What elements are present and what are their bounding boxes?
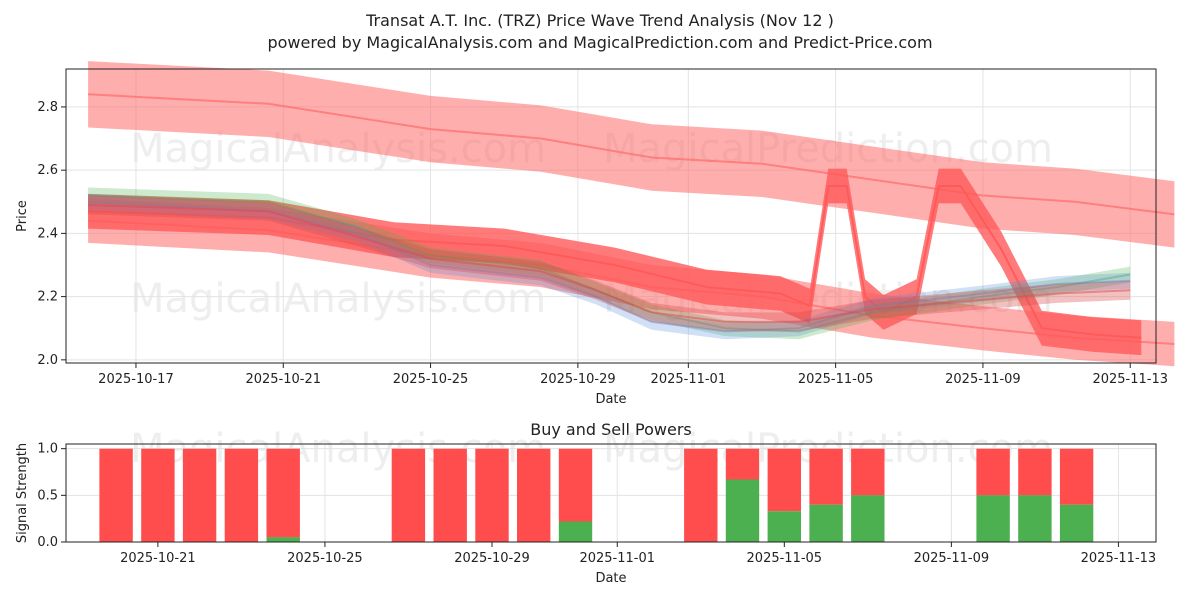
price-y-tick-label: 2.8 — [37, 100, 58, 115]
sell-power-bar — [182, 448, 217, 542]
sell-power-bar — [517, 448, 551, 542]
price-y-axis-label: Price — [15, 200, 30, 232]
sell-power-bar — [684, 448, 718, 542]
power-y-tick-label: 0.5 — [37, 488, 58, 503]
sell-power-bar — [725, 448, 760, 480]
sell-power-bar — [99, 448, 133, 542]
sell-power-bar — [558, 448, 593, 522]
sell-power-bar — [224, 448, 259, 542]
price-x-tick-label: 2025-10-29 — [540, 372, 616, 387]
sell-power-bar — [1018, 448, 1052, 496]
power-panel: Buy and Sell Powers MagicalAnalysis.com … — [15, 420, 1157, 586]
price-x-tick-label: 2025-11-01 — [651, 372, 727, 387]
price-y-tick-label: 2.0 — [37, 353, 58, 368]
sell-power-bar — [475, 448, 509, 542]
price-y-tick-label: 2.6 — [37, 163, 58, 178]
price-plot-frame — [65, 68, 1157, 364]
power-x-tick-label: 2025-11-09 — [914, 551, 990, 566]
sell-power-bar — [433, 448, 467, 542]
sell-power-bar — [141, 448, 175, 542]
buy-power-bar — [1059, 504, 1094, 542]
power-y-tick-label: 1.0 — [37, 442, 58, 457]
price-x-tick-label: 2025-10-17 — [98, 372, 174, 387]
price-series-band-3 — [88, 187, 1131, 340]
price-y-tick-label: 2.2 — [37, 290, 58, 305]
sell-power-bar — [767, 448, 801, 512]
chart-subtitle: powered by MagicalAnalysis.com and Magic… — [267, 33, 932, 52]
buy-power-bar — [851, 495, 885, 542]
price-x-tick-label: 2025-11-13 — [1092, 372, 1168, 387]
price-x-axis-label: Date — [595, 392, 626, 407]
price-series-band-5 — [88, 195, 1131, 332]
sell-power-bar — [391, 448, 426, 542]
power-y-axis-label: Signal Strength — [15, 443, 30, 543]
power-x-tick-label: 2025-11-05 — [747, 551, 823, 566]
power-x-axis-label: Date — [595, 571, 626, 586]
price-x-tick-label: 2025-11-05 — [798, 372, 874, 387]
watermark-analysis: MagicalAnalysis.com — [130, 276, 546, 322]
buy-power-bar — [809, 504, 843, 542]
power-x-tick-label: 2025-11-13 — [1081, 551, 1157, 566]
price-panel: MagicalAnalysis.com MagicalPrediction.co… — [15, 61, 1175, 407]
power-y-tick-label: 0.0 — [37, 535, 58, 550]
power-x-tick-label: 2025-10-25 — [287, 551, 363, 566]
chart-title: Transat A.T. Inc. (TRZ) Price Wave Trend… — [365, 11, 834, 30]
power-plot-frame — [65, 443, 1157, 543]
buy-power-bar — [266, 537, 300, 542]
price-y-tick-label: 2.4 — [37, 226, 58, 241]
buy-power-bar — [976, 495, 1010, 542]
buy-power-bar — [767, 511, 801, 542]
power-x-tick-label: 2025-10-29 — [454, 551, 530, 566]
buy-power-bar — [1018, 495, 1052, 542]
price-series-line-4 — [88, 200, 1131, 333]
buy-power-bar — [558, 521, 593, 542]
power-title: Buy and Sell Powers — [530, 420, 692, 439]
power-x-tick-label: 2025-10-21 — [120, 551, 196, 566]
sell-power-bar — [976, 448, 1010, 496]
power-x-tick-label: 2025-11-01 — [579, 551, 655, 566]
sell-power-bar — [266, 448, 300, 538]
price-x-tick-label: 2025-11-09 — [945, 372, 1021, 387]
price-series-line-2 — [88, 185, 1142, 339]
price-series-band-4 — [88, 193, 1131, 340]
sell-power-bar — [809, 448, 843, 505]
price-x-tick-label: 2025-10-25 — [393, 372, 469, 387]
price-series-line-0 — [88, 93, 1175, 216]
price-series-line-5 — [88, 203, 1131, 323]
sell-power-bar — [1059, 448, 1094, 505]
buy-power-bar — [725, 479, 760, 542]
price-x-tick-label: 2025-10-21 — [245, 372, 321, 387]
sell-power-bar — [851, 448, 885, 496]
